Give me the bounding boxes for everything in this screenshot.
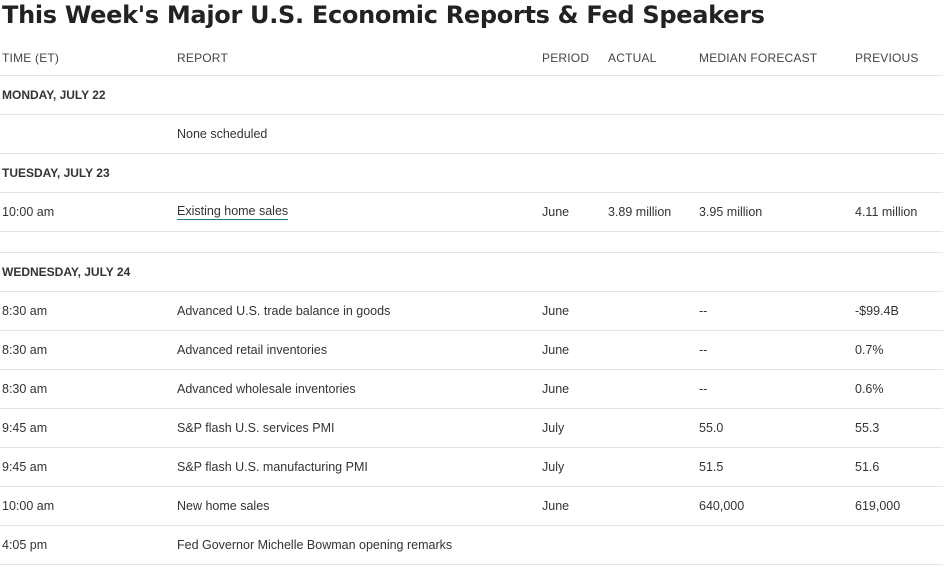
forecast-cell: -- [699,343,708,357]
table-row: 8:30 am Advanced U.S. trade balance in g… [0,292,943,331]
previous-cell: 55.3 [855,421,880,435]
day-header-row: TUESDAY, JULY 23 [0,154,943,193]
table-row: 9:45 am S&P flash U.S. services PMI July… [0,409,943,448]
period-cell: July [542,421,565,435]
forecast-cell: 3.95 million [699,205,763,219]
report-cell: Advanced U.S. trade balance in goods [177,304,391,318]
table-row: None scheduled [0,115,943,154]
page-title: This Week's Major U.S. Economic Reports … [2,1,765,29]
time-cell: 4:05 pm [2,538,48,552]
report-cell: Existing home sales [177,193,289,231]
period-cell: July [542,460,565,474]
table-row: 10:00 am Existing home sales June 3.89 m… [0,193,943,232]
economic-calendar-table: TIME (ET) REPORT PERIOD ACTUAL MEDIAN FO… [0,41,943,565]
column-header-previous: PREVIOUS [855,51,919,65]
report-cell: S&P flash U.S. services PMI [177,421,335,435]
time-cell: 8:30 am [2,343,48,357]
period-cell: June [542,499,570,513]
column-header-time: TIME (ET) [2,51,60,65]
existing-home-sales-link[interactable]: Existing home sales [177,204,289,220]
column-header-report: REPORT [177,51,228,65]
forecast-cell: -- [699,304,708,318]
period-cell: June [542,343,570,357]
table-row: 8:30 am Advanced retail inventories June… [0,331,943,370]
day-header-row: WEDNESDAY, JULY 24 [0,253,943,292]
forecast-cell: 55.0 [699,421,724,435]
report-cell: Fed Governor Michelle Bowman opening rem… [177,538,453,552]
day-label: MONDAY, JULY 22 [2,88,106,102]
section-spacer [0,232,943,253]
time-cell: 10:00 am [2,499,55,513]
report-cell: None scheduled [177,127,268,141]
report-cell: Advanced retail inventories [177,343,328,357]
previous-cell: 51.6 [855,460,880,474]
column-header-forecast: MEDIAN FORECAST [699,51,818,65]
period-cell: June [542,304,570,318]
previous-cell: 0.7% [855,343,884,357]
previous-cell: 4.11 million [855,205,918,219]
column-header-period: PERIOD [542,51,590,65]
time-cell: 8:30 am [2,304,48,318]
report-cell: S&P flash U.S. manufacturing PMI [177,460,368,474]
day-header-row: MONDAY, JULY 22 [0,76,943,115]
day-label: WEDNESDAY, JULY 24 [2,265,131,279]
table-row: 8:30 am Advanced wholesale inventories J… [0,370,943,409]
table-row: 10:00 am New home sales June 640,000 619… [0,487,943,526]
actual-cell: 3.89 million [608,205,672,219]
table-row: 9:45 am S&P flash U.S. manufacturing PMI… [0,448,943,487]
report-cell: Advanced wholesale inventories [177,382,356,396]
time-cell: 9:45 am [2,460,48,474]
forecast-cell: 51.5 [699,460,724,474]
time-cell: 9:45 am [2,421,48,435]
report-cell: New home sales [177,499,270,513]
previous-cell: 619,000 [855,499,901,513]
previous-cell: -$99.4B [855,304,899,318]
previous-cell: 0.6% [855,382,884,396]
period-cell: June [542,205,570,219]
table-header-row: TIME (ET) REPORT PERIOD ACTUAL MEDIAN FO… [0,41,943,76]
period-cell: June [542,382,570,396]
time-cell: 10:00 am [2,205,55,219]
forecast-cell: -- [699,382,708,396]
table-row: 4:05 pm Fed Governor Michelle Bowman ope… [0,526,943,565]
day-label: TUESDAY, JULY 23 [2,166,110,180]
column-header-actual: ACTUAL [608,51,657,65]
forecast-cell: 640,000 [699,499,745,513]
time-cell: 8:30 am [2,382,48,396]
